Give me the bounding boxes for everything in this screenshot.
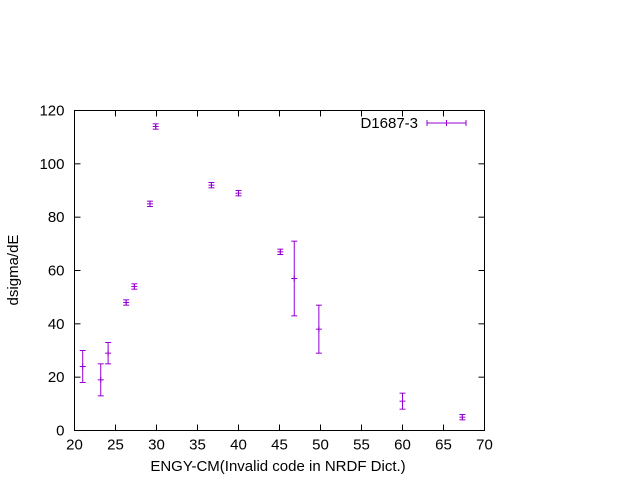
- data-point: [399, 392, 406, 410]
- x-tick-label: 50: [312, 437, 329, 454]
- x-tick-label: 55: [353, 437, 370, 454]
- legend: D1687-3: [360, 115, 467, 132]
- y-tick-label: 100: [39, 156, 64, 173]
- y-tick-label: 60: [48, 263, 65, 280]
- y-tick-label: 80: [48, 209, 65, 226]
- legend-marker: [426, 120, 467, 126]
- y-axis-title: dsigma/dE: [5, 235, 22, 306]
- x-tick-label: 20: [66, 437, 83, 454]
- data-point: [315, 304, 322, 354]
- x-tick-label: 40: [230, 437, 247, 454]
- data-point: [79, 350, 86, 383]
- y-tick-label: 120: [39, 103, 64, 120]
- x-tick-label: 60: [394, 437, 411, 454]
- x-tick-label: 25: [107, 437, 124, 454]
- x-axis-title: ENGY-CM(Invalid code in NRDF Dict.): [150, 458, 405, 475]
- data-point: [235, 190, 242, 197]
- data-point: [105, 342, 112, 365]
- data-point: [277, 248, 284, 255]
- x-tick-label: 30: [148, 437, 165, 454]
- data-point: [97, 363, 104, 397]
- data-point: [146, 200, 153, 207]
- axis-ticks: [74, 110, 485, 431]
- data-point: [459, 414, 466, 421]
- x-tick-label: 70: [476, 437, 493, 454]
- y-tick-label: 40: [48, 316, 65, 333]
- y-tick-label: 0: [56, 423, 64, 440]
- x-tick-label: 65: [435, 437, 452, 454]
- data-series: [79, 123, 466, 421]
- data-point: [131, 283, 138, 290]
- y-tick-label: 20: [48, 369, 65, 386]
- data-point: [208, 182, 215, 189]
- x-tick-label: 35: [189, 437, 206, 454]
- data-point: [152, 123, 159, 130]
- legend-label: D1687-3: [360, 115, 418, 132]
- data-point: [291, 240, 298, 317]
- data-point: [123, 299, 130, 306]
- x-tick-label: 45: [271, 437, 288, 454]
- plot-frame: [74, 110, 485, 431]
